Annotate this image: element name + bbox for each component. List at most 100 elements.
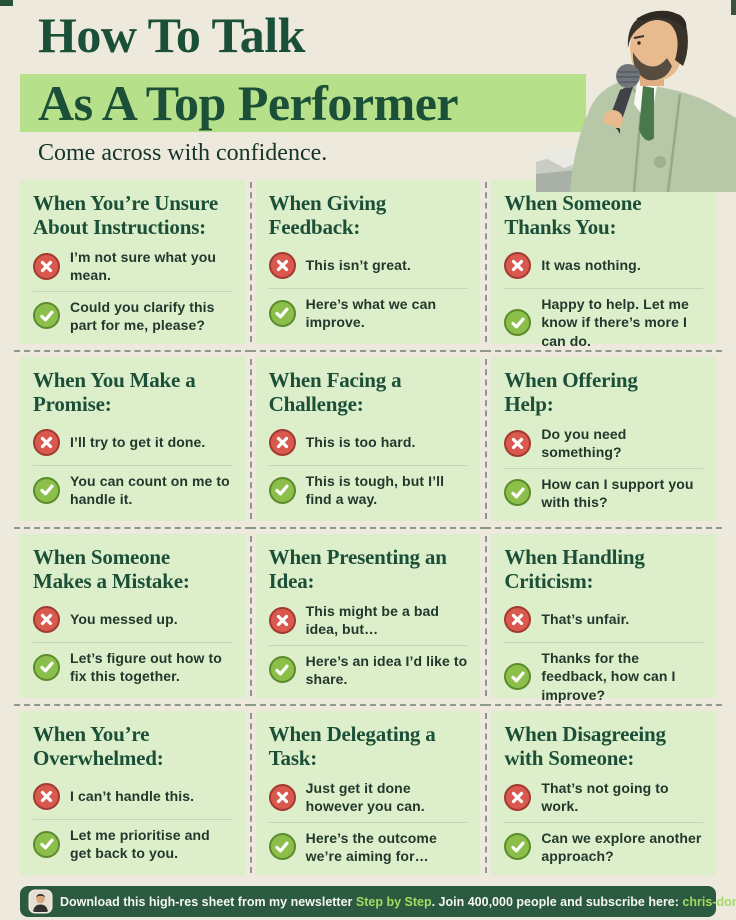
do-text: Could you clarify this part for me, plea… bbox=[70, 298, 215, 333]
advice-card: When Facing a Challenge: This is too har… bbox=[249, 357, 487, 529]
card-heading: When Giving Feedback: bbox=[268, 191, 387, 240]
advice-grid: When You’re Unsure About Instructions: I… bbox=[14, 180, 722, 875]
advice-card: When Giving Feedback: This isn’t great. … bbox=[249, 180, 487, 352]
item-divider bbox=[504, 642, 703, 644]
x-icon bbox=[33, 428, 60, 456]
dont-text: That’s unfair. bbox=[541, 611, 630, 628]
dont-row: I can’t handle this. bbox=[33, 779, 232, 813]
check-icon bbox=[33, 653, 60, 681]
footer-text: Download this high-res sheet from my new… bbox=[60, 895, 736, 909]
page-title-line1: How To Talk bbox=[38, 7, 305, 63]
do-text: You can count on me to handle it. bbox=[70, 473, 230, 508]
footer-text-middle: . Join 400,000 people and subscribe here… bbox=[431, 894, 683, 909]
x-icon bbox=[33, 252, 60, 280]
check-icon bbox=[33, 830, 60, 858]
item-divider bbox=[268, 465, 468, 467]
advice-card: When Someone Makes a Mistake: You messed… bbox=[14, 534, 252, 706]
advice-card: When Presenting an Idea: This might be a… bbox=[249, 534, 487, 706]
card-heading: When Presenting an Idea: bbox=[268, 545, 447, 594]
do-text: Thanks for the feedback, how can I impro… bbox=[541, 650, 676, 703]
do-row: Here’s what we can improve. bbox=[268, 295, 468, 331]
check-icon bbox=[504, 309, 532, 337]
dont-text: This is too hard. bbox=[305, 434, 416, 451]
advice-card: When You’re Overwhelmed: I can’t handle … bbox=[20, 711, 252, 875]
card-heading: When You Make a Promise: bbox=[33, 368, 196, 417]
do-row: Here’s the outcome we’re aiming for… bbox=[268, 829, 468, 865]
do-row: This is tough, but I’ll find a way. bbox=[268, 472, 468, 508]
do-text: Here’s an idea I’d like to share. bbox=[305, 652, 468, 687]
do-row: Could you clarify this part for me, plea… bbox=[33, 298, 232, 334]
check-icon bbox=[33, 476, 60, 504]
dont-text: I’ll try to get it done. bbox=[70, 434, 206, 451]
dont-row: This isn’t great. bbox=[268, 248, 468, 282]
x-icon bbox=[33, 605, 60, 633]
website-link[interactable]: chris-donnelly.co.uk bbox=[682, 894, 736, 909]
do-row: Here’s an idea I’d like to share. bbox=[268, 652, 468, 688]
dont-text: I can’t handle this. bbox=[70, 788, 195, 805]
item-divider bbox=[268, 644, 468, 646]
advice-card: When You Make a Promise: I’ll try to get… bbox=[14, 357, 252, 529]
dont-row: I’ll try to get it done. bbox=[33, 425, 232, 459]
item-divider bbox=[33, 819, 232, 821]
newsletter-link[interactable]: Step by Step bbox=[355, 894, 432, 909]
advice-card: When Offering Help: Do you need somethin… bbox=[485, 357, 722, 529]
do-row: How can I support you with this? bbox=[504, 475, 703, 511]
do-text: This is tough, but I’ll find a way. bbox=[305, 473, 445, 508]
do-text: How can I support you with this? bbox=[541, 475, 694, 510]
x-icon bbox=[268, 606, 296, 634]
x-icon bbox=[504, 251, 532, 279]
advice-card: When You’re Unsure About Instructions: I… bbox=[14, 180, 252, 352]
do-text: Let’s figure out how to fix this togethe… bbox=[70, 650, 222, 685]
advice-card: When Someone Thanks You: It was nothing.… bbox=[485, 180, 722, 352]
card-heading: When Delegating a Task: bbox=[268, 722, 436, 771]
do-text: Let me prioritise and get back to you. bbox=[70, 827, 210, 862]
check-icon bbox=[33, 302, 60, 330]
do-row: Let me prioritise and get back to you. bbox=[33, 826, 232, 862]
dont-text: This might be a bad idea, but… bbox=[305, 603, 440, 638]
card-heading: When Handling Criticism: bbox=[504, 545, 645, 594]
do-text: Here’s what we can improve. bbox=[305, 296, 437, 331]
do-row: Can we explore another approach? bbox=[504, 829, 703, 865]
corner-mark-top-left bbox=[0, 0, 13, 6]
check-icon bbox=[504, 479, 532, 507]
card-heading: When Offering Help: bbox=[504, 368, 638, 417]
dont-row: This might be a bad idea, but… bbox=[268, 602, 468, 638]
author-avatar bbox=[30, 891, 51, 912]
do-text: Can we explore another approach? bbox=[541, 829, 702, 864]
do-row: Let’s figure out how to fix this togethe… bbox=[33, 649, 232, 685]
card-heading: When You’re Unsure About Instructions: bbox=[33, 191, 219, 240]
item-divider bbox=[504, 288, 703, 290]
card-heading: When You’re Overwhelmed: bbox=[33, 722, 164, 771]
do-row: You can count on me to handle it. bbox=[33, 472, 232, 508]
card-heading: When Facing a Challenge: bbox=[268, 368, 402, 417]
do-text: Happy to help. Let me know if there’s mo… bbox=[541, 296, 689, 349]
header: How To Talk As A Top Performer Come acro… bbox=[0, 0, 736, 192]
title-highlight-bar: As A Top Performer bbox=[20, 74, 586, 132]
dont-row: This is too hard. bbox=[268, 425, 468, 459]
item-divider bbox=[268, 821, 468, 823]
page-subtitle: Come across with confidence. bbox=[38, 140, 328, 166]
dont-row: I’m not sure what you mean. bbox=[33, 248, 232, 284]
x-icon bbox=[268, 251, 296, 279]
advice-card: When Handling Criticism: That’s unfair. … bbox=[485, 534, 722, 706]
corner-mark-top-right bbox=[731, 0, 736, 15]
dont-row: You messed up. bbox=[33, 602, 232, 636]
advice-card: When Delegating a Task: Just get it done… bbox=[255, 711, 487, 875]
check-icon bbox=[268, 299, 296, 327]
dont-row: That’s not going to work. bbox=[504, 779, 703, 815]
dont-text: This isn’t great. bbox=[305, 257, 411, 274]
footer-banner: Download this high-res sheet from my new… bbox=[20, 886, 736, 917]
dont-text: Just get it done however you can. bbox=[305, 780, 425, 815]
item-divider bbox=[33, 465, 232, 467]
item-divider bbox=[33, 290, 232, 292]
dont-text: I’m not sure what you mean. bbox=[70, 249, 217, 284]
card-heading: When Disagreeing with Someone: bbox=[504, 722, 666, 771]
item-divider bbox=[504, 467, 703, 469]
dont-text: It was nothing. bbox=[541, 257, 641, 274]
x-icon bbox=[268, 783, 296, 811]
do-row: Happy to help. Let me know if there’s mo… bbox=[504, 295, 703, 350]
x-icon bbox=[504, 429, 532, 457]
item-divider bbox=[504, 821, 703, 823]
dont-row: It was nothing. bbox=[504, 248, 703, 282]
